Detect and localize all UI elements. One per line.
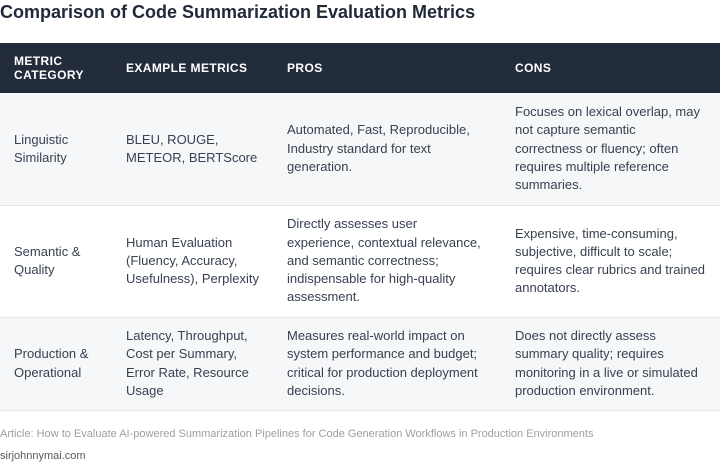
cell-pros: Measures real-world impact on system per…: [287, 328, 478, 398]
header-cons: CONS: [515, 61, 552, 75]
cell-pros: Directly assesses user experience, conte…: [287, 216, 481, 305]
table-body: Linguistic Similarity BLEU, ROUGE, METEO…: [0, 93, 720, 410]
header-metric-category: METRIC CATEGORY: [14, 54, 84, 82]
header-pros: PROS: [287, 61, 323, 75]
table-row: Production & Operational Latency, Throug…: [0, 317, 720, 410]
cell-examples: Human Evaluation (Fluency, Accuracy, Use…: [126, 234, 259, 287]
cell-pros: Automated, Fast, Reproducible, Industry …: [287, 122, 470, 174]
table-row: Semantic & Quality Human Evaluation (Flu…: [0, 205, 720, 317]
cell-category: Linguistic Similarity: [14, 131, 69, 165]
page-title: Comparison of Code Summarization Evaluat…: [0, 2, 476, 22]
cell-category: Semantic & Quality: [14, 243, 81, 277]
cell-examples: BLEU, ROUGE, METEOR, BERTScore: [126, 131, 258, 165]
header-example-metrics: EXAMPLE METRICS: [126, 61, 248, 75]
cell-examples: Latency, Throughput, Cost per Summary, E…: [126, 328, 249, 398]
site-credit: sirjohnnymai.com: [0, 450, 86, 462]
cell-cons: Expensive, time-consuming, subjective, d…: [515, 225, 706, 296]
metrics-comparison-table: METRIC CATEGORY EXAMPLE METRICS PROS CON…: [0, 43, 720, 411]
table-row: Linguistic Similarity BLEU, ROUGE, METEO…: [0, 93, 720, 205]
header-row: METRIC CATEGORY EXAMPLE METRICS PROS CON…: [0, 43, 720, 93]
cell-cons: Focuses on lexical overlap, may not capt…: [515, 104, 700, 193]
cell-cons: Does not directly assess summary quality…: [515, 328, 698, 398]
article-caption: Article: How to Evaluate AI-powered Summ…: [0, 428, 594, 440]
table-header: METRIC CATEGORY EXAMPLE METRICS PROS CON…: [0, 43, 720, 93]
cell-category: Production & Operational: [14, 346, 89, 380]
